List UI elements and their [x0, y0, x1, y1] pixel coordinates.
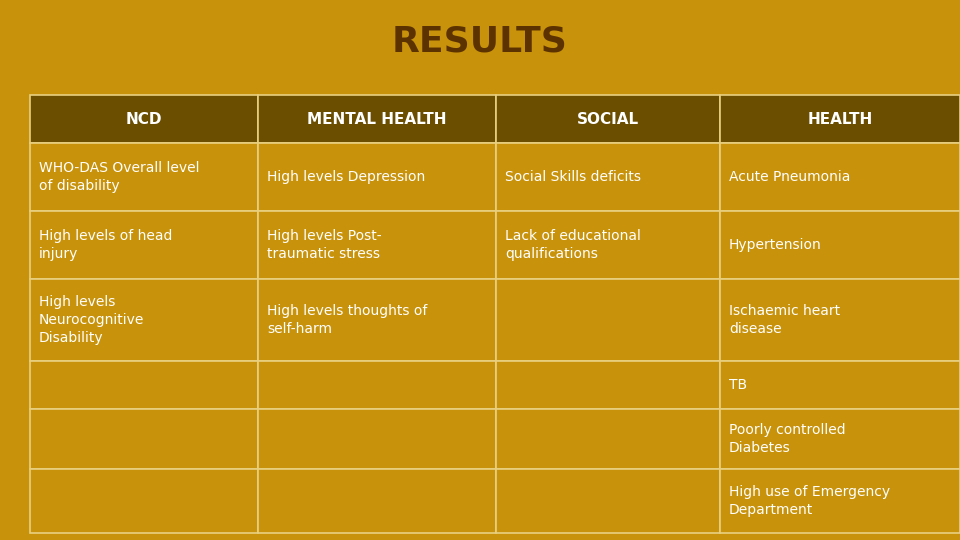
Bar	[496, 143, 720, 211]
Bar	[30, 279, 258, 361]
Text: HEALTH: HEALTH	[807, 111, 873, 126]
Bar	[720, 361, 960, 409]
Text: NCD: NCD	[126, 111, 162, 126]
Bar	[258, 279, 496, 361]
Text: High use of Emergency
Department: High use of Emergency Department	[729, 485, 890, 517]
Text: TB: TB	[729, 378, 747, 392]
Bar	[258, 361, 496, 409]
Bar	[258, 95, 496, 143]
Text: High levels Post-
traumatic stress: High levels Post- traumatic stress	[267, 229, 382, 261]
Bar	[30, 409, 258, 469]
Text: High levels Depression: High levels Depression	[267, 170, 425, 184]
Bar	[30, 95, 258, 143]
Bar	[258, 143, 496, 211]
Bar	[30, 143, 258, 211]
Bar	[258, 211, 496, 279]
Text: Lack of educational
qualifications: Lack of educational qualifications	[505, 229, 641, 261]
Text: Poorly controlled
Diabetes: Poorly controlled Diabetes	[729, 423, 846, 455]
Bar	[496, 469, 720, 533]
Bar	[720, 409, 960, 469]
Bar	[496, 361, 720, 409]
Text: Ischaemic heart
disease: Ischaemic heart disease	[729, 304, 840, 336]
Bar	[30, 469, 258, 533]
Text: RESULTS: RESULTS	[392, 25, 568, 59]
Text: WHO-DAS Overall level
of disability: WHO-DAS Overall level of disability	[39, 161, 200, 193]
Bar	[496, 279, 720, 361]
Bar	[258, 469, 496, 533]
Text: High levels thoughts of
self-harm: High levels thoughts of self-harm	[267, 304, 427, 336]
Bar	[496, 211, 720, 279]
Text: Acute Pneumonia: Acute Pneumonia	[729, 170, 851, 184]
Bar	[720, 211, 960, 279]
Bar	[258, 409, 496, 469]
Bar	[496, 409, 720, 469]
Text: Social Skills deficits: Social Skills deficits	[505, 170, 641, 184]
Text: MENTAL HEALTH: MENTAL HEALTH	[307, 111, 446, 126]
Text: SOCIAL: SOCIAL	[577, 111, 639, 126]
Bar	[720, 143, 960, 211]
Text: High levels of head
injury: High levels of head injury	[39, 229, 173, 261]
Bar	[720, 279, 960, 361]
Text: Hypertension: Hypertension	[729, 238, 822, 252]
Text: High levels
Neurocognitive
Disability: High levels Neurocognitive Disability	[39, 295, 144, 345]
Bar	[720, 469, 960, 533]
Bar	[496, 95, 720, 143]
Bar	[30, 211, 258, 279]
Bar	[30, 361, 258, 409]
Bar	[720, 95, 960, 143]
